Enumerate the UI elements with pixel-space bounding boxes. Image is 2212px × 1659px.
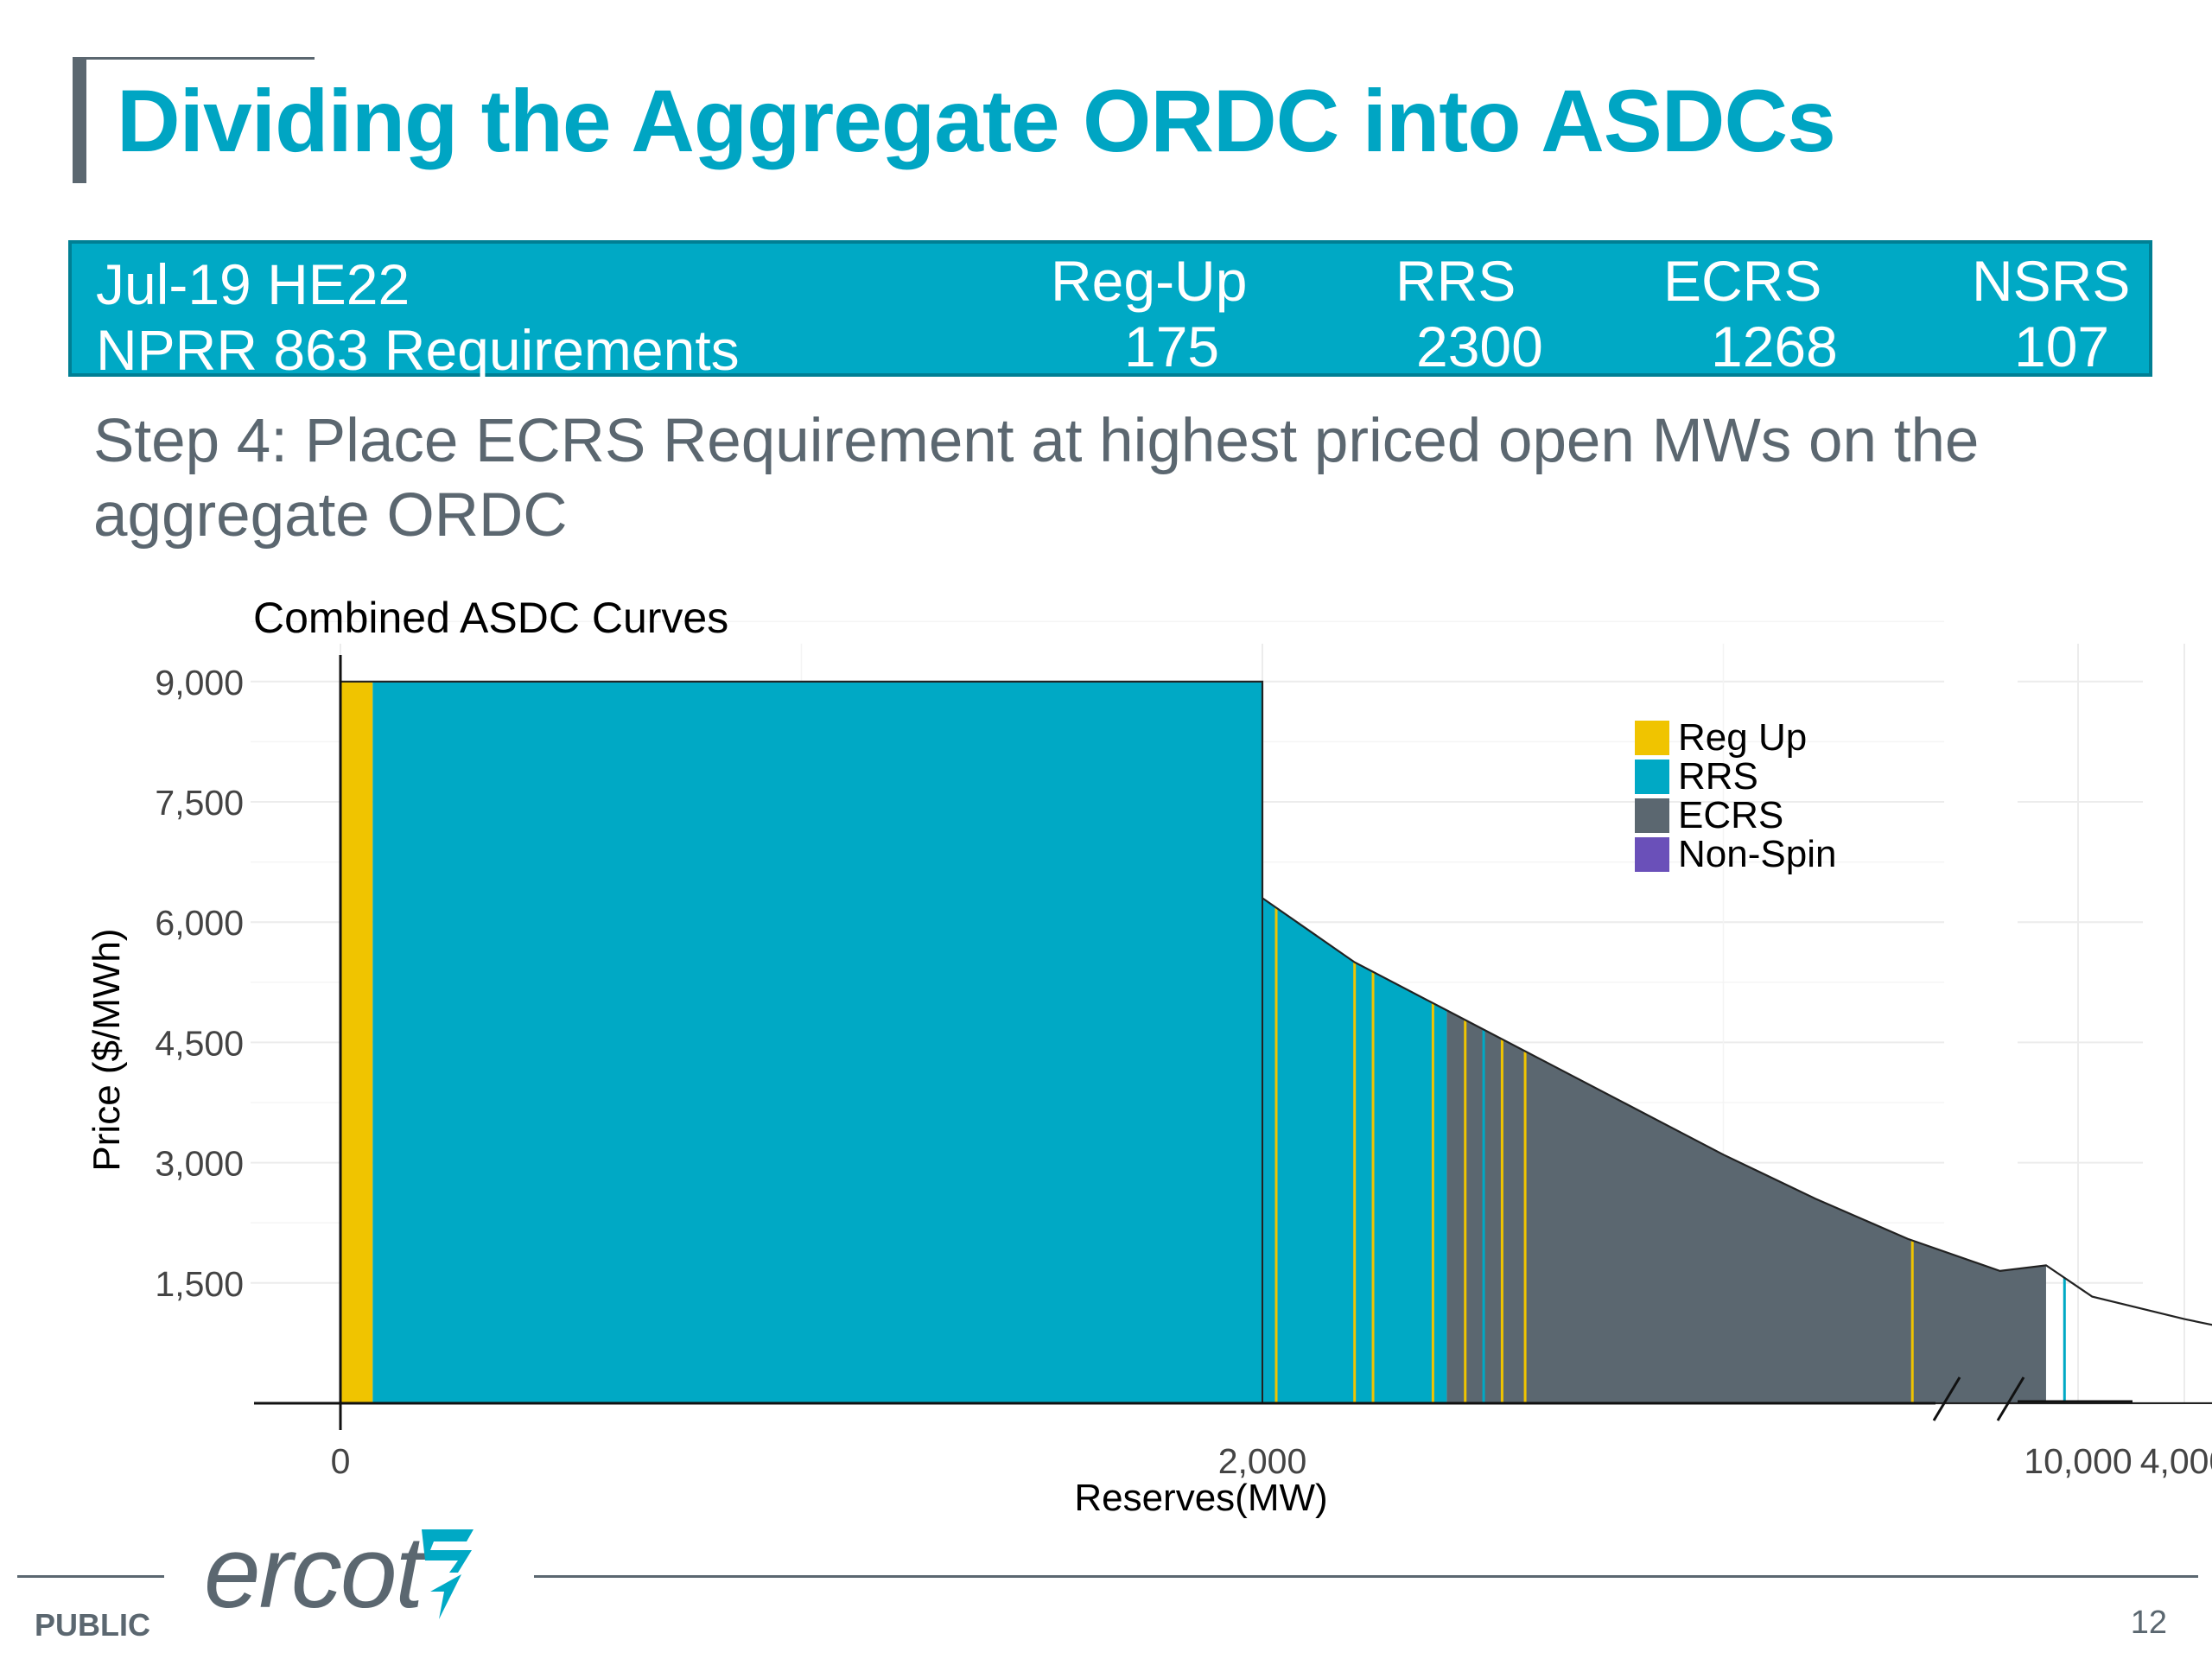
footer-line-right	[534, 1575, 2198, 1578]
legend-label: RRS	[1678, 755, 1758, 798]
x-tick-label: 0	[331, 1441, 351, 1481]
legend-label: Reg Up	[1678, 716, 1807, 759]
stripe-reg-up	[1464, 1020, 1467, 1403]
y-tick-label: 6,000	[155, 903, 244, 943]
area-segment-reg-up	[340, 681, 373, 1403]
req-col-ecrs-value: 1268	[1711, 315, 1838, 378]
req-row1-label: Jul-19 HE22	[96, 252, 410, 316]
ordc-curve-line	[340, 680, 2212, 1405]
chart-title: Combined ASDC Curves	[253, 594, 728, 642]
chart-fill-areas	[340, 681, 2046, 1403]
footer-line-left	[17, 1575, 164, 1578]
legend-label: Non-Spin	[1678, 833, 1836, 875]
req-col-rrs-value: 2300	[1416, 315, 1543, 378]
x-tick-label: 2,000	[1218, 1441, 1307, 1481]
page-number: 12	[2130, 1605, 2167, 1641]
stripe-rrs	[2063, 1277, 2066, 1403]
req-col-regup-name: Reg-Up	[1051, 249, 1248, 313]
slide-title: Dividing the Aggregate ORDC into ASDCs	[117, 72, 1836, 170]
chart-curve	[340, 680, 2212, 1405]
y-tick-label: 9,000	[155, 663, 244, 702]
stripe-reg-up	[1910, 1240, 1914, 1403]
requirements-box: Jul-19 HE22 NPRR 863 Requirements Reg-Up…	[68, 240, 2152, 382]
stripe-reg-up	[1500, 1039, 1503, 1403]
stripe-reg-up	[1431, 1002, 1434, 1403]
stripe-rrs	[1399, 986, 1402, 1403]
y-tick-label: 4,500	[155, 1023, 244, 1063]
req-col-rrs-name: RRS	[1395, 249, 1516, 313]
chart-axes: 1,500 3,000 4,500 6,000 7,500 9,000 0 2,000 4,00…	[155, 655, 2212, 1481]
y-axis-label: Price ($/MWh)	[86, 928, 128, 1171]
step-description: Step 4: Place ECRS Requirement at highes…	[93, 404, 2081, 553]
x-tick-label: 4,000	[2140, 1441, 2212, 1481]
axis-break-mark-right	[1996, 1376, 2025, 1421]
stripe-reg-up	[1371, 971, 1375, 1403]
y-tick-label: 7,500	[155, 783, 244, 823]
req-col-regup-value: 175	[1124, 315, 1220, 378]
footer-public-label: PUBLIC	[35, 1607, 150, 1643]
area-segment-ecrs	[1446, 1010, 2046, 1403]
req-row2-label: NPRR 863 Requirements	[96, 318, 740, 382]
step-line-2: aggregate ORDC	[93, 481, 568, 550]
ercot-logo-text: ercot	[204, 1516, 423, 1630]
asdc-chart: 1,500 3,000 4,500 6,000 7,500 9,000 0 2,000 4,00…	[86, 594, 2212, 1519]
step-line-1: Step 4: Place ECRS Requirement at highes…	[93, 407, 1980, 475]
ercot-logo-icon	[422, 1529, 474, 1619]
stripe-reg-up	[1353, 962, 1357, 1403]
chart-stripes	[1274, 907, 2066, 1403]
legend-swatch	[1635, 837, 1669, 872]
req-col-nsrs-name: NSRS	[1972, 249, 2131, 313]
legend-swatch	[1635, 760, 1669, 794]
title-accent-bar	[73, 57, 86, 183]
area-segment-rrs	[372, 681, 1447, 1403]
stripe-reg-up	[1274, 907, 1278, 1403]
x-axis-label: Reserves(MW)	[1074, 1477, 1327, 1519]
legend-label: ECRS	[1678, 794, 1783, 836]
legend-swatch	[1635, 798, 1669, 833]
req-col-ecrs-name: ECRS	[1663, 249, 1822, 313]
legend-swatch	[1635, 721, 1669, 755]
x-tick-label-break: 10,000	[2024, 1441, 2132, 1481]
stripe-rrs	[1482, 1029, 1485, 1403]
y-tick-label: 3,000	[155, 1144, 244, 1184]
req-col-nsrs-value: 107	[2014, 315, 2110, 378]
y-tick-label: 1,500	[155, 1264, 244, 1304]
title-accent-line	[73, 57, 315, 60]
stripe-reg-up	[1523, 1051, 1527, 1403]
axis-break-mark-left	[1932, 1376, 1961, 1421]
